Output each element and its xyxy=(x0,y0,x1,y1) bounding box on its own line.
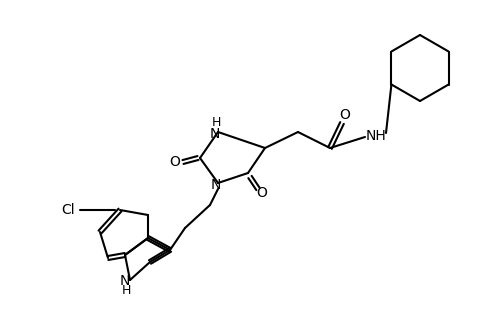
Text: H: H xyxy=(121,284,131,297)
Text: O: O xyxy=(257,186,268,200)
Text: H: H xyxy=(211,115,220,129)
Text: NH: NH xyxy=(366,129,386,143)
Text: N: N xyxy=(120,274,130,288)
Text: O: O xyxy=(169,155,180,169)
Text: O: O xyxy=(340,108,350,122)
Text: Cl: Cl xyxy=(61,203,75,217)
Text: N: N xyxy=(210,127,220,141)
Text: N: N xyxy=(211,178,221,192)
